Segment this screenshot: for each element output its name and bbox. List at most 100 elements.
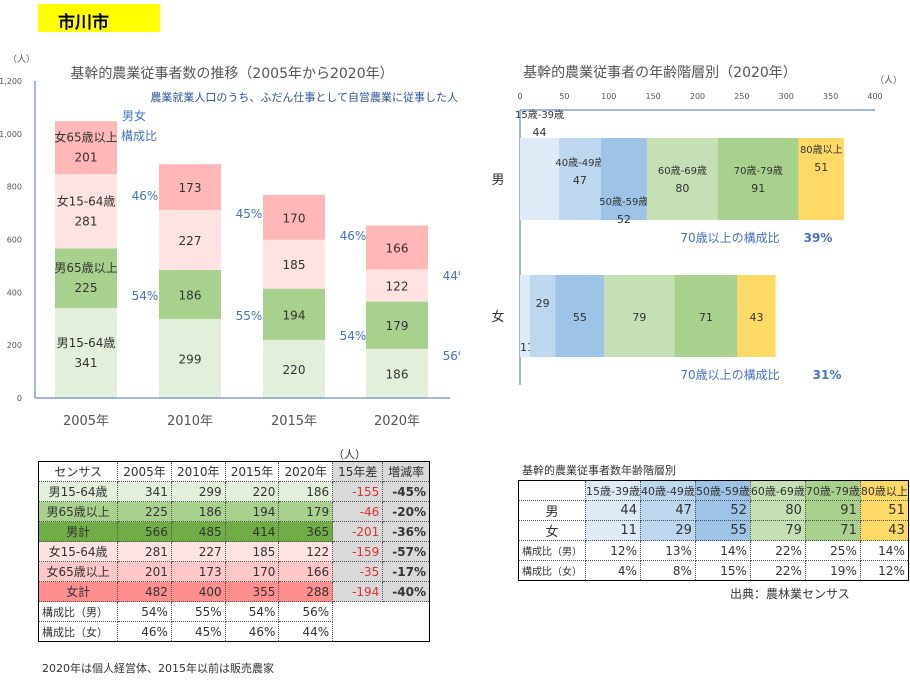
table-row: 女15-64歳 281 227 185 122 -159 -57% [37, 541, 430, 562]
table-unit: （人） [333, 448, 366, 461]
female-ratio-label: 45% [236, 207, 263, 221]
row-label: 女 [518, 520, 586, 541]
chart-subtitle: 農業就業人口のうち、ふだん仕事として自営農業に従事した人 [150, 90, 458, 104]
male-ratio-label: 54% [340, 329, 367, 343]
segment-name-label: 70歳-79歳 [734, 165, 783, 177]
y-tick-label: 800 [7, 183, 22, 192]
x-tick-label: 50 [559, 92, 569, 101]
cell: 19% [804, 560, 861, 581]
rate-cell: -45% [382, 481, 430, 502]
bar-segment [366, 269, 428, 302]
cell: 54% [117, 601, 172, 622]
column-header: 15年差 [332, 461, 384, 482]
column-header: 40歳-49歳 [639, 480, 696, 501]
diff-cell: -155 [332, 481, 384, 502]
bar-segment [717, 138, 799, 220]
cell: 122 [278, 541, 334, 562]
x-tick-label: 250 [734, 92, 749, 101]
cell: 8% [639, 560, 696, 581]
column-header: 2020年 [278, 461, 334, 482]
cell: 46% [117, 621, 172, 642]
ratio-row: 構成比（男） 12% 13% 14% 22% 25% 14% [518, 540, 909, 561]
data-label: 79 [632, 311, 646, 324]
bar-segment [55, 307, 117, 398]
category-label: 女 [491, 309, 504, 325]
cell: 186 [278, 481, 334, 502]
cell: 22% [749, 540, 806, 561]
data-label: 186 [386, 367, 409, 381]
segment-name-label: 50歳-59歳 [599, 196, 648, 208]
over70-label: 70歳以上の構成比 [680, 231, 779, 245]
data-label: 341 [75, 356, 98, 370]
cell: 12% [859, 560, 909, 581]
cell: 485 [170, 521, 226, 542]
empty-cell [383, 602, 430, 622]
column-header: 60歳-69歳 [749, 480, 806, 501]
cell: 225 [117, 501, 172, 522]
cell: 54% [224, 601, 280, 622]
segment-name-label: 15歳-39歳 [515, 109, 564, 121]
empty-cell [518, 480, 586, 501]
data-label: 299 [179, 353, 202, 367]
cell: 220 [224, 481, 280, 502]
cell: 186 [170, 501, 226, 522]
cell: 365 [278, 521, 334, 542]
cell: 15% [694, 560, 751, 581]
male-ratio-label: 56% [443, 349, 460, 363]
cell: 44 [585, 500, 641, 521]
data-label: 166 [386, 241, 409, 255]
cell: 566 [117, 521, 172, 542]
cell: 79 [749, 520, 806, 541]
female-ratio-label: 46% [132, 189, 159, 203]
empty-cell [333, 602, 383, 622]
bar-segment [366, 301, 428, 349]
cell: 14% [859, 540, 909, 561]
x-tick-label: 150 [645, 92, 660, 101]
data-label: 185 [283, 258, 306, 272]
bar-segment [529, 275, 556, 357]
table-row: 女65歳以上 201 173 170 166 -35 -17% [37, 561, 430, 582]
bar-segment [520, 275, 530, 357]
bar-segment [646, 138, 718, 220]
column-header: センサス [37, 461, 119, 482]
data-label: 43 [750, 311, 764, 324]
y-tick-label: 0 [17, 394, 22, 403]
chart-title: 基幹的農業従事者の年齢階層別（2020年） [523, 64, 797, 81]
cell: 281 [117, 541, 172, 562]
row-label: 男計 [37, 521, 119, 542]
data-label: 52 [617, 213, 631, 226]
row-label: 構成比（女） [518, 560, 586, 581]
x-tick-label: 100 [601, 92, 616, 101]
age-table-title: 基幹的農業従事者数年齢階層別 [522, 464, 676, 477]
y-axis-unit: （人） [8, 54, 35, 65]
data-label: 29 [536, 297, 550, 310]
table-row: 男65歳以上 225 186 194 179 -46 -20% [37, 501, 430, 522]
bar-segment [555, 275, 605, 357]
cell: 51 [859, 500, 909, 521]
cell: 185 [224, 541, 280, 562]
column-header: 15歳-39歳 [585, 480, 641, 501]
bar-segment [263, 239, 325, 289]
bar-segment [559, 138, 601, 220]
y-tick-label: 1,000 [0, 130, 22, 139]
diff-cell: -35 [332, 561, 384, 582]
x-tick-label: 0 [517, 92, 522, 101]
male-ratio-label: 54% [132, 289, 159, 303]
row-label: 男65歳以上 [37, 501, 119, 522]
data-label: 55 [573, 311, 587, 324]
data-label: 91 [751, 182, 765, 195]
table-row: 男計 566 485 414 365 -201 -36% [37, 521, 430, 542]
row-label: 構成比（女） [37, 621, 119, 642]
x-tick-label: 350 [823, 92, 838, 101]
cell: 482 [117, 581, 172, 602]
row-label: 女15-64歳 [37, 541, 119, 562]
cell: 56% [278, 601, 334, 622]
x-tick-label: 2020年 [374, 414, 420, 429]
cell: 170 [224, 561, 280, 582]
data-label: 51 [814, 161, 828, 174]
row-label: 女65歳以上 [37, 561, 119, 582]
segment-name-label: 60歳-69歳 [658, 165, 707, 177]
data-label: 220 [283, 363, 306, 377]
column-header: 2010年 [170, 461, 226, 482]
data-label: 47 [573, 174, 587, 187]
